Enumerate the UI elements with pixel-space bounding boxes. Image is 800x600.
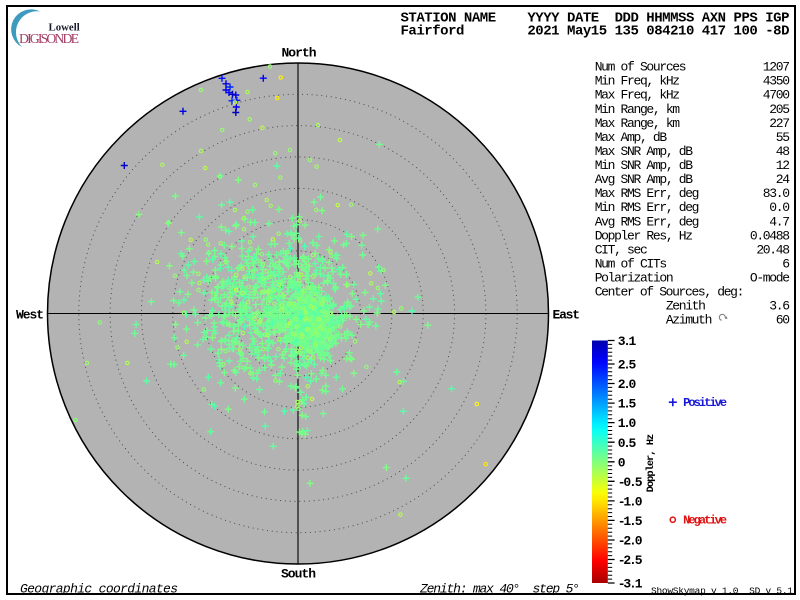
svg-text:-1.0: -1.0 xyxy=(618,495,643,510)
svg-text:Negative: Negative xyxy=(683,514,727,528)
svg-text:Lowell: Lowell xyxy=(49,22,80,34)
svg-text:-2.0: -2.0 xyxy=(618,534,643,549)
svg-text:East: East xyxy=(553,308,581,323)
svg-text:Max Amp, dB 55: Max Amp, dB 55 xyxy=(595,130,790,145)
svg-text:Min Range, km 205: Min Range, km 205 xyxy=(595,102,790,117)
svg-text:Polarization O-mode: Polarization O-mode xyxy=(595,271,790,286)
svg-text:Positive: Positive xyxy=(683,396,727,410)
svg-text:ShowSkymap v 1.0 SD v 5.1: ShowSkymap v 1.0 SD v 5.1 xyxy=(651,586,793,597)
svg-text:3.1: 3.1 xyxy=(618,334,637,349)
svg-text:0: 0 xyxy=(618,455,626,470)
svg-text:Max RMS Err, deg 83.0: Max RMS Err, deg 83.0 xyxy=(595,186,790,201)
svg-text:-1.5: -1.5 xyxy=(618,514,643,529)
svg-text:Min Freq, kHz 4350: Min Freq, kHz 4350 xyxy=(595,74,790,89)
svg-text:Azimuth 60: Azimuth 60 xyxy=(595,313,790,328)
svg-text:Max Freq, kHz 4700: Max Freq, kHz 4700 xyxy=(595,88,790,103)
svg-text:Min RMS Err, deg 0.0: Min RMS Err, deg 0.0 xyxy=(595,200,790,215)
svg-text:Center of Sources, deg:: Center of Sources, deg: xyxy=(595,285,745,300)
svg-text:DIGISONDE: DIGISONDE xyxy=(19,31,79,46)
svg-text:Avg SNR Amp, dB 24: Avg SNR Amp, dB 24 xyxy=(595,172,790,187)
svg-text:-0.5: -0.5 xyxy=(618,475,643,490)
svg-text:Doppler, Hz: Doppler, Hz xyxy=(645,434,657,493)
svg-text:Num of CITs 6: Num of CITs 6 xyxy=(595,256,790,271)
svg-text:0.5: 0.5 xyxy=(618,436,637,451)
svg-text:Zenith: max 40° step 5°: Zenith: max 40° step 5° xyxy=(419,582,580,597)
svg-text:Num of Sources 1207: Num of Sources 1207 xyxy=(595,60,790,75)
svg-text:Min SNR Amp, dB 12: Min SNR Amp, dB 12 xyxy=(595,158,790,173)
svg-text:STATION NAME YYYY DATE DDD: STATION NAME YYYY DATE DDD HHMMSS AXN PP… xyxy=(401,11,790,27)
svg-text:Max SNR Amp, dB 48: Max SNR Amp, dB 48 xyxy=(595,144,790,159)
svg-text:2.0: 2.0 xyxy=(618,377,637,392)
svg-text:-2.5: -2.5 xyxy=(618,553,643,568)
svg-text:North: North xyxy=(282,46,317,61)
svg-text:1.0: 1.0 xyxy=(618,416,637,431)
svg-text:Max Range, km 227: Max Range, km 227 xyxy=(595,116,790,131)
svg-text:Fairford 2021 May15 135: Fairford 2021 May15 135 084210 417 100 -… xyxy=(401,24,790,40)
svg-text:2.5: 2.5 xyxy=(618,358,637,373)
svg-text:-3.1: -3.1 xyxy=(618,577,643,592)
svg-text:Geographic coordinates: Geographic coordinates xyxy=(20,582,178,597)
svg-text:West: West xyxy=(16,308,44,323)
svg-text:Doppler Res, Hz 0.0488: Doppler Res, Hz 0.0488 xyxy=(595,228,790,243)
svg-text:Zenith 3.6: Zenith 3.6 xyxy=(595,299,790,314)
svg-text:CIT, sec 20.48: CIT, sec 20.48 xyxy=(595,242,790,257)
svg-text:South: South xyxy=(281,567,316,582)
svg-text:Avg RMS Err, deg 4.7: Avg RMS Err, deg 4.7 xyxy=(595,214,790,229)
svg-text:1.5: 1.5 xyxy=(618,397,637,412)
